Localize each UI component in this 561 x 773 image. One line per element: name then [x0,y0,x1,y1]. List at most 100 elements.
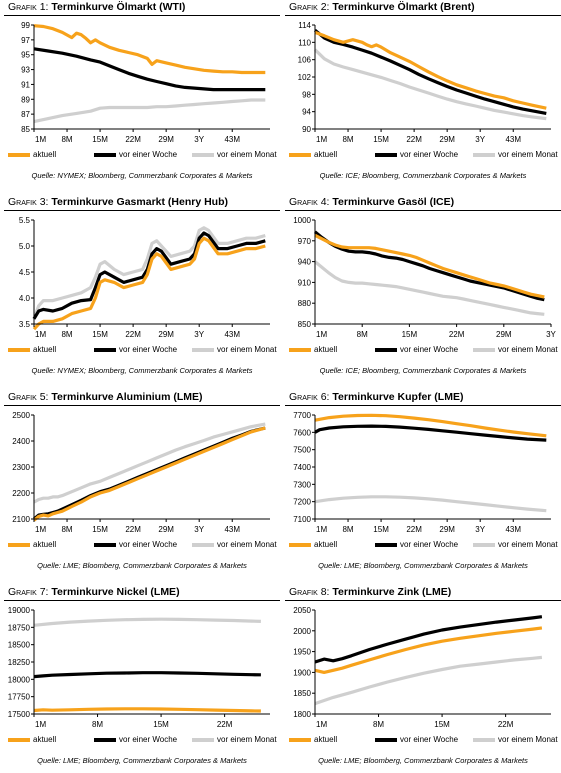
y-tick-label: 97 [21,36,30,45]
x-tick-label: 8M [61,525,72,534]
y-tick-label: 1950 [293,648,311,657]
series-line-woche [314,424,547,442]
title-text: Terminkurve Aluminium (LME) [48,391,203,403]
figure-number: Grafik 6: [289,391,330,403]
chart-plot: 90 94 98 102 106 110 114 1M 8M 15M 22M 29M 3Y 43M [298,21,551,144]
y-tick-label: 7600 [293,428,311,437]
x-tick-label: 22M [217,720,233,729]
source-note: Quelle: NYMEX; Bloomberg, Commerzbank Co… [31,366,253,375]
chart-plot: 3.5 4.0 4.5 5.0 5.5 1M 8M 15M 22M 29M 3Y 43M [19,216,270,339]
chart-panel: Grafik 5: Terminkurve Aluminium (LME) 210… [4,390,280,578]
chart-legend: aktuell vor einer Woche vor einem Monat [4,150,280,164]
legend-swatch [375,152,397,157]
chart-plot: 17500 17750 18000 18250 18500 18750 19000 1M 8M 1… [8,606,270,729]
legend-item-aktuell: aktuell [8,150,56,159]
legend-item-monat: vor einem Monat [473,540,558,549]
series-line-aktuell [32,426,266,522]
y-tick-label: 87 [21,110,30,119]
chart-panel: Grafik 2: Terminkurve Ölmarkt (Brent) 90 9… [285,0,561,188]
y-tick-label: 18500 [8,641,31,650]
figure-number: Grafik 7: [8,586,49,598]
legend-swatch [8,347,30,352]
legend-label: vor einer Woche [119,540,178,549]
x-tick-label: 15M [153,720,169,729]
legend-item-woche: vor einer Woche [94,735,177,744]
legend-item-monat: vor einem Monat [192,150,277,159]
y-tick-label: 5.5 [19,216,31,225]
series-line-monat [33,422,266,504]
x-tick-label: 1M [316,525,327,534]
series-line-woche [313,230,545,302]
series-line-aktuell [314,413,547,438]
x-tick-label: 22M [406,525,422,534]
chart-legend: aktuell vor einer Woche vor einem Monat [4,540,280,554]
x-tick-label: 3Y [475,525,485,534]
title-rule [285,15,561,16]
series-line-aktuell [32,236,266,331]
y-tick-label: 970 [298,237,312,246]
series-line-woche [314,615,543,664]
y-tick-label: 102 [298,73,312,82]
chart-panel: Grafik 1: Terminkurve Ölmarkt (WTI) 85 87 8… [4,0,280,188]
source-note: Quelle: ICE; Bloomberg, Commerzbank Corp… [319,171,527,180]
legend-label: vor einem Monat [498,345,558,354]
x-tick-label: 8M [342,525,353,534]
x-tick-label: 29M [439,135,455,144]
x-tick-label: 29M [496,330,512,339]
x-tick-label: 22M [125,525,141,534]
y-tick-label: 7100 [293,515,311,524]
legend-item-woche: vor einer Woche [375,345,458,354]
title-rule [4,405,280,406]
x-tick-label: 22M [449,330,465,339]
legend-label: aktuell [33,150,57,159]
y-tick-label: 89 [21,95,30,104]
series-line-aktuell [33,24,266,75]
legend-item-monat: vor einem Monat [192,540,277,549]
legend-item-aktuell: aktuell [289,345,337,354]
x-tick-label: 43M [505,135,521,144]
y-tick-label: 91 [21,80,30,89]
figure-number: Grafik 1: [8,1,49,13]
title-text: Terminkurve Gasöl (ICE) [329,196,455,208]
legend-item-aktuell: aktuell [8,345,56,354]
y-tick-label: 1800 [293,710,311,719]
legend-swatch [192,542,214,547]
y-tick-label: 2400 [12,437,30,446]
legend-label: vor einem Monat [217,735,277,744]
legend-item-aktuell: aktuell [289,735,337,744]
legend-item-woche: vor einer Woche [94,540,177,549]
x-tick-label: 1M [316,720,327,729]
legend-swatch [94,542,116,547]
y-tick-label: 85 [21,125,30,134]
y-tick-label: 4.0 [19,294,31,303]
y-tick-label: 98 [302,90,311,99]
legend-swatch [94,737,116,742]
y-tick-label: 4.5 [19,268,31,277]
y-tick-label: 2200 [12,489,30,498]
x-tick-label: 15M [373,135,389,144]
legend-swatch [192,737,214,742]
legend-item-monat: vor einem Monat [192,345,277,354]
series-line-monat [33,98,266,124]
y-tick-label: 18250 [8,658,31,667]
y-tick-label: 7400 [293,463,311,472]
legend-item-woche: vor einer Woche [94,345,177,354]
x-tick-label: 29M [158,525,174,534]
x-tick-label: 22M [498,720,514,729]
x-tick-label: 15M [92,135,108,144]
legend-label: vor einem Monat [217,150,277,159]
x-tick-label: 3Y [194,525,204,534]
figure-number: Grafik 8: [289,586,330,598]
chart-legend: aktuell vor einer Woche vor einem Monat [285,540,561,554]
legend-swatch [473,152,495,157]
legend-label: vor einer Woche [119,345,178,354]
y-tick-label: 93 [21,66,30,75]
chart-panel: Grafik 4: Terminkurve Gasöl (ICE) 850 880 9… [285,195,561,383]
x-tick-label: 1M [35,330,46,339]
x-tick-label: 29M [158,135,174,144]
x-tick-label: 1M [35,525,46,534]
x-tick-label: 1M [316,135,327,144]
x-tick-label: 43M [224,135,240,144]
y-tick-label: 17500 [8,710,31,719]
legend-label: aktuell [314,735,338,744]
